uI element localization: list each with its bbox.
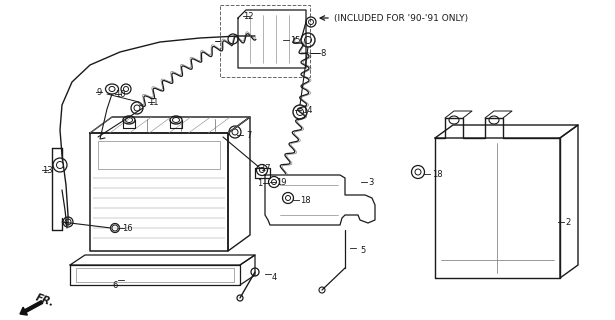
Text: 11: 11: [148, 98, 159, 107]
Text: 1: 1: [257, 179, 262, 188]
Text: 13: 13: [42, 165, 53, 174]
Text: 19: 19: [276, 178, 287, 187]
Text: 17: 17: [260, 164, 271, 172]
Bar: [220, 5, 310, 77]
FancyArrow shape: [20, 301, 42, 315]
Text: 12: 12: [243, 12, 253, 20]
Text: 6: 6: [112, 281, 117, 290]
Text: 3: 3: [368, 178, 373, 187]
Text: 15: 15: [290, 36, 301, 44]
Text: 8: 8: [320, 49, 325, 58]
Text: FR.: FR.: [34, 292, 55, 308]
Text: 2: 2: [565, 218, 570, 227]
Text: 10: 10: [115, 90, 125, 99]
Bar: [98, 141, 220, 169]
Text: 4: 4: [272, 273, 277, 282]
Text: 14: 14: [302, 106, 312, 115]
Bar: [76, 268, 234, 282]
Text: 5: 5: [360, 245, 365, 254]
Text: 18: 18: [300, 196, 311, 204]
Text: 9: 9: [96, 87, 101, 97]
Text: 18: 18: [432, 170, 443, 179]
Text: (INCLUDED FOR '90-'91 ONLY): (INCLUDED FOR '90-'91 ONLY): [334, 13, 468, 22]
Text: 16: 16: [122, 223, 133, 233]
Text: 7: 7: [246, 131, 252, 140]
